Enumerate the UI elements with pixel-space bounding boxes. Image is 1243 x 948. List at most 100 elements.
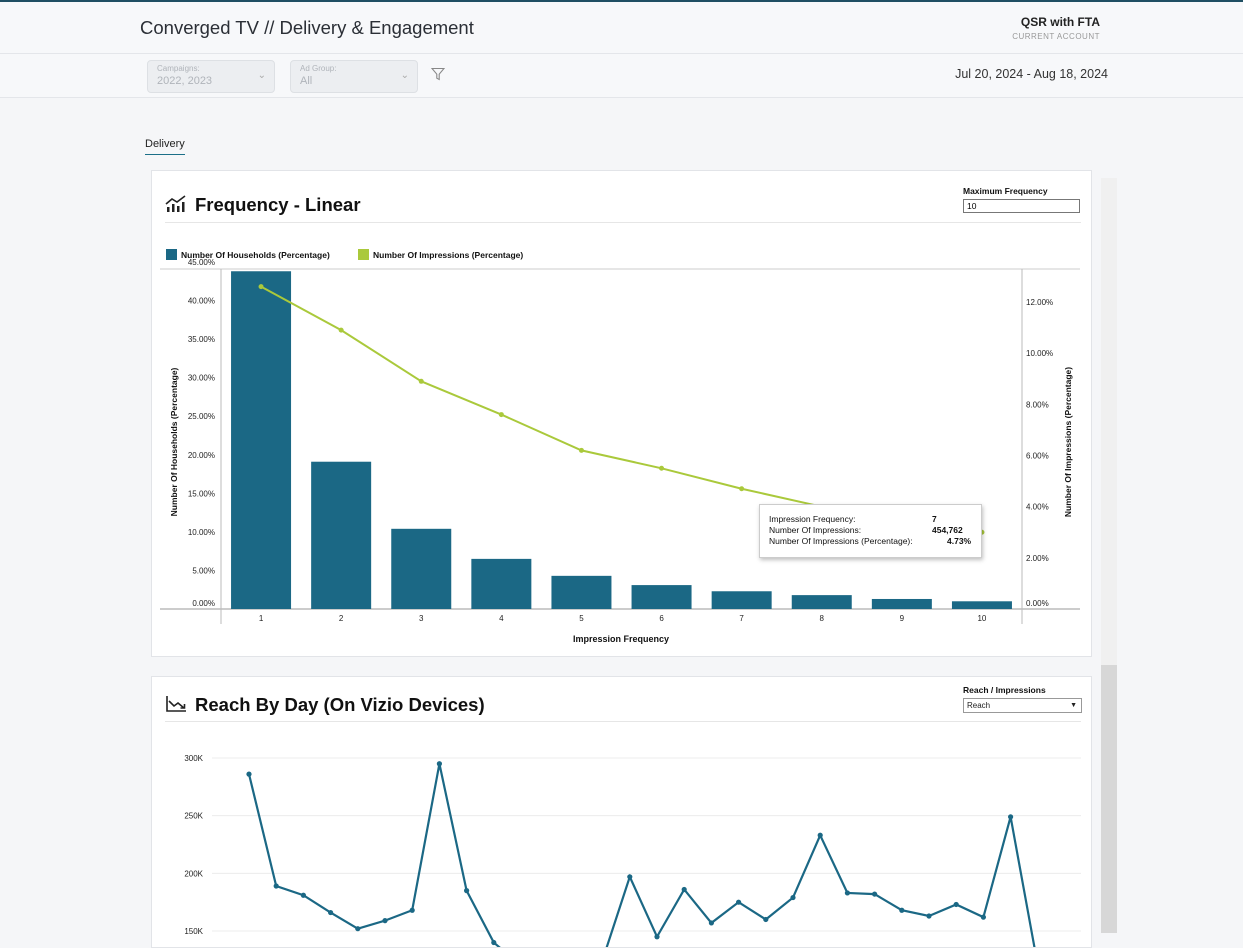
x-tick-label: 9 — [900, 614, 905, 623]
bar-households — [711, 591, 772, 609]
x-tick-label: 10 — [977, 614, 986, 623]
point-impressions — [258, 284, 264, 290]
y-tick-label: 40.00% — [188, 297, 215, 306]
line-reach — [247, 763, 1036, 947]
legend-swatch-impressions — [358, 249, 369, 260]
panel-divider — [165, 222, 1081, 223]
y2-tick-label: 4.00% — [1026, 503, 1049, 512]
point-reach — [355, 926, 361, 932]
point-impressions — [418, 378, 424, 384]
chevron-down-icon: ⌄ — [400, 70, 409, 81]
legend-households[interactable]: Number Of Households (Percentage) — [166, 249, 330, 260]
y-tick-label: 10.00% — [188, 528, 215, 537]
y2-tick-label: 12.00% — [1026, 298, 1053, 307]
x-tick-label: 6 — [659, 614, 664, 623]
x-tick-label: 4 — [499, 614, 504, 623]
campaigns-select[interactable]: Campaigns: 2022, 2023 ⌄ — [147, 60, 275, 93]
point-reach — [763, 916, 769, 923]
reach-impressions-select-value: Reach — [967, 701, 991, 710]
point-impressions — [739, 486, 745, 492]
ad-group-select-label: Ad Group: — [300, 64, 337, 73]
frequency-chart: 0.00%5.00%10.00%15.00%20.00%25.00%30.00%… — [160, 258, 1080, 644]
y-axis-title: Number Of Households (Percentage) — [169, 367, 179, 516]
legend-swatch-households — [166, 249, 177, 260]
x-tick-label: 7 — [739, 614, 744, 623]
page-title: Converged TV // Delivery & Engagement — [140, 17, 474, 38]
point-reach — [844, 890, 851, 896]
tooltip-row-impressions: Number Of Impressions: — [769, 525, 861, 535]
frequency-panel: Frequency - Linear Maximum Frequency Num… — [151, 170, 1092, 657]
frequency-panel-title: Frequency - Linear — [195, 194, 361, 215]
y-tick-label: 15.00% — [188, 489, 215, 498]
x-tick-label: 5 — [579, 614, 584, 623]
y2-tick-label: 8.00% — [1026, 400, 1049, 409]
y-tick-label: 35.00% — [188, 335, 215, 344]
ad-group-select[interactable]: Ad Group: All ⌄ — [290, 60, 418, 93]
y-tick-label: 20.00% — [188, 451, 215, 460]
tooltip-value: 454,762 — [932, 525, 963, 535]
reach-impressions-select[interactable]: Reach ▼ — [963, 698, 1082, 713]
y2-tick-label: 0.00% — [1026, 599, 1049, 608]
bar-households — [391, 528, 452, 609]
y-tick-label: 0.00% — [192, 599, 215, 608]
point-impressions — [338, 327, 344, 333]
point-reach — [1008, 814, 1014, 820]
scrollbar-thumb[interactable] — [1101, 665, 1117, 933]
account-switcher[interactable]: QSR with FTA CURRENT ACCOUNT — [1012, 15, 1100, 41]
y-tick-label: 45.00% — [188, 258, 215, 267]
y-tick-label: 5.00% — [192, 566, 215, 575]
point-reach — [980, 914, 987, 920]
point-reach — [273, 883, 279, 889]
y-tick-label: 250K — [184, 812, 203, 821]
bar-households — [311, 461, 372, 609]
ad-group-select-value: All — [300, 75, 313, 87]
point-reach — [328, 909, 334, 916]
bar-households — [951, 601, 1012, 609]
bar-households — [871, 598, 932, 609]
legend-households-label: Number Of Households (Percentage) — [181, 250, 330, 260]
point-impressions — [659, 465, 665, 471]
tooltip-value: 4.73% — [947, 536, 972, 546]
x-tick-label: 2 — [339, 614, 344, 623]
dropdown-arrow-icon: ▼ — [1070, 702, 1077, 709]
max-frequency-label: Maximum Frequency — [963, 186, 1048, 196]
chart-tooltip: Impression Frequency: 7 Number Of Impres… — [759, 504, 982, 558]
bar-households — [471, 558, 532, 609]
bar-households — [551, 575, 612, 609]
y2-tick-label: 2.00% — [1026, 554, 1049, 563]
filter-bar: Campaigns: 2022, 2023 ⌄ Ad Group: All ⌄ … — [0, 54, 1243, 98]
account-label: CURRENT ACCOUNT — [1012, 32, 1100, 41]
bar-households — [791, 595, 852, 609]
x-axis-title: Impression Frequency — [573, 634, 669, 644]
tooltip-row-frequency: Impression Frequency: — [769, 514, 855, 524]
max-frequency-input[interactable] — [963, 199, 1080, 213]
bar-households — [631, 585, 692, 609]
y-tick-label: 25.00% — [188, 412, 215, 421]
y2-tick-label: 6.00% — [1026, 452, 1049, 461]
reach-impressions-label: Reach / Impressions — [963, 685, 1046, 695]
account-name: QSR with FTA — [1020, 15, 1100, 29]
tab-delivery[interactable]: Delivery — [145, 138, 185, 155]
top-accent-line — [0, 0, 1243, 2]
point-reach — [436, 761, 442, 767]
reach-panel: Reach By Day (On Vizio Devices) Reach / … — [151, 676, 1092, 948]
x-tick-label: 1 — [259, 614, 264, 623]
date-range[interactable]: Jul 20, 2024 - Aug 18, 2024 — [955, 67, 1108, 81]
y2-axis-title: Number Of Impressions (Percentage) — [1063, 367, 1073, 517]
reach-panel-title: Reach By Day (On Vizio Devices) — [195, 694, 485, 715]
y-tick-label: 150K — [184, 927, 203, 936]
point-reach — [872, 891, 878, 897]
legend-impressions-label: Number Of Impressions (Percentage) — [373, 250, 524, 260]
legend-impressions[interactable]: Number Of Impressions (Percentage) — [358, 249, 523, 260]
point-reach — [491, 939, 497, 946]
point-reach — [681, 886, 687, 893]
bar-households — [231, 271, 292, 609]
point-reach — [736, 899, 742, 905]
tooltip-row-impressions-pct: Number Of Impressions (Percentage): — [769, 536, 913, 546]
chevron-down-icon: ⌄ — [257, 70, 266, 81]
point-reach — [382, 918, 388, 924]
filter-icon[interactable] — [431, 67, 445, 81]
campaigns-select-value: 2022, 2023 — [157, 75, 213, 87]
app-header: Converged TV // Delivery & Engagement QS… — [0, 2, 1243, 54]
chart-line-icon — [165, 195, 186, 212]
